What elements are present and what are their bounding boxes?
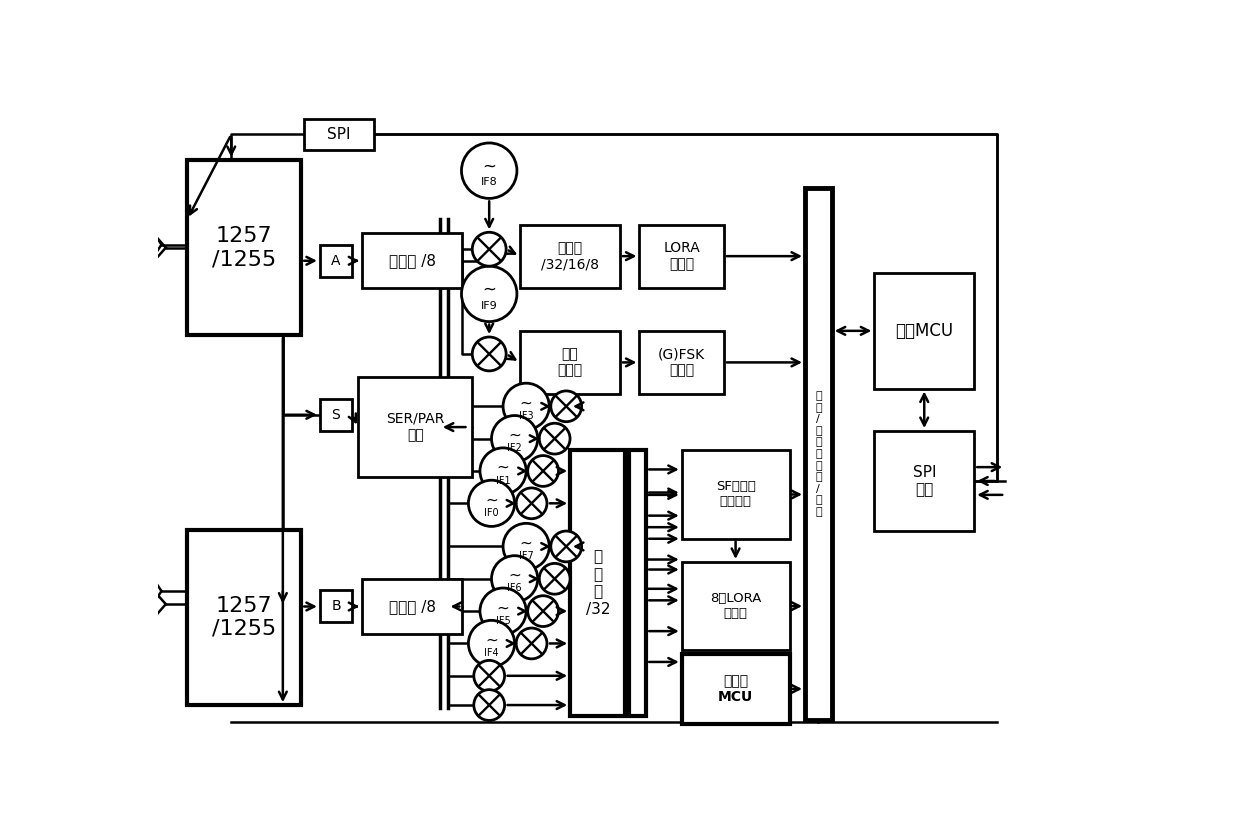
Bar [362, 233, 463, 289]
Text: SF前导码
搜索引擎: SF前导码 搜索引擎 [715, 480, 755, 508]
Text: 8个LORA
解调器: 8个LORA 解调器 [711, 592, 761, 620]
Text: IF3: IF3 [518, 411, 533, 421]
Bar [874, 431, 975, 531]
Text: 变量
采样器: 变量 采样器 [558, 347, 583, 378]
Text: IF5: IF5 [496, 616, 511, 626]
Bar [320, 245, 352, 277]
Circle shape [528, 456, 558, 487]
Bar [358, 377, 472, 477]
Text: IF8: IF8 [481, 177, 497, 187]
Circle shape [551, 531, 582, 562]
Bar [187, 160, 301, 335]
Circle shape [503, 384, 549, 429]
Circle shape [539, 423, 570, 454]
Text: SER/PAR
输入: SER/PAR 输入 [386, 412, 444, 442]
Circle shape [516, 628, 547, 659]
Text: ~: ~ [508, 567, 521, 582]
Text: IF7: IF7 [518, 551, 533, 561]
Text: 数据包
MCU: 数据包 MCU [718, 674, 753, 704]
Bar [520, 225, 620, 288]
Text: 采样器 /8: 采样器 /8 [388, 253, 435, 268]
Text: 采样器
/32/16/8: 采样器 /32/16/8 [541, 241, 599, 271]
Text: S: S [331, 408, 340, 422]
Text: 1257
/1255: 1257 /1255 [212, 226, 277, 270]
Bar [520, 331, 620, 394]
Text: ~: ~ [497, 600, 510, 615]
Text: ~: ~ [482, 280, 496, 299]
Bar [362, 579, 463, 634]
Circle shape [539, 563, 570, 594]
Bar [640, 225, 724, 288]
Text: LORA
解调器: LORA 解调器 [663, 241, 701, 271]
Text: B: B [331, 599, 341, 612]
Bar [640, 331, 724, 394]
Circle shape [461, 143, 517, 198]
Bar [630, 450, 646, 716]
Text: ~: ~ [485, 632, 498, 647]
Bar [682, 654, 790, 724]
Text: (G)FSK
解调器: (G)FSK 解调器 [658, 347, 706, 378]
Circle shape [469, 621, 515, 666]
Text: ~: ~ [482, 157, 496, 176]
Circle shape [516, 488, 547, 518]
Text: SPI: SPI [327, 127, 351, 142]
Text: IF2: IF2 [507, 443, 522, 453]
Text: IF1: IF1 [496, 476, 511, 486]
Text: IF0: IF0 [484, 508, 498, 518]
Text: ~: ~ [520, 395, 532, 410]
Circle shape [474, 661, 505, 691]
Bar [682, 450, 790, 539]
Bar [187, 529, 301, 705]
Bar [874, 273, 975, 389]
Bar [682, 562, 790, 651]
Circle shape [491, 415, 538, 462]
Circle shape [469, 480, 515, 527]
Text: IF6: IF6 [507, 583, 522, 593]
Text: ~: ~ [520, 536, 532, 551]
Bar [570, 450, 625, 716]
Circle shape [551, 391, 582, 422]
Text: 射频MCU: 射频MCU [895, 322, 954, 339]
Circle shape [491, 556, 538, 602]
Bar [304, 119, 373, 150]
Text: IF4: IF4 [484, 648, 498, 658]
Text: ~: ~ [497, 460, 510, 475]
Circle shape [503, 523, 549, 570]
Text: 缓
存
/
元
数
据
标
签
/
打
包: 缓 存 / 元 数 据 标 签 / 打 包 [815, 391, 822, 517]
Text: ~: ~ [485, 493, 498, 508]
Circle shape [474, 690, 505, 721]
Circle shape [480, 448, 526, 494]
Text: IF9: IF9 [481, 300, 497, 310]
Text: 采
样
器
/32: 采 样 器 /32 [585, 549, 610, 617]
Text: SPI
接口: SPI 接口 [913, 465, 936, 498]
Circle shape [461, 266, 517, 322]
Text: 采样器 /8: 采样器 /8 [388, 599, 435, 614]
Circle shape [528, 596, 558, 626]
Text: ~: ~ [508, 428, 521, 443]
Circle shape [472, 337, 506, 371]
Text: 1257
/1255: 1257 /1255 [212, 596, 277, 639]
Text: A: A [331, 254, 341, 268]
Bar [805, 188, 832, 720]
Bar [320, 399, 352, 431]
Bar [320, 590, 352, 622]
Circle shape [480, 588, 526, 634]
Circle shape [472, 232, 506, 266]
